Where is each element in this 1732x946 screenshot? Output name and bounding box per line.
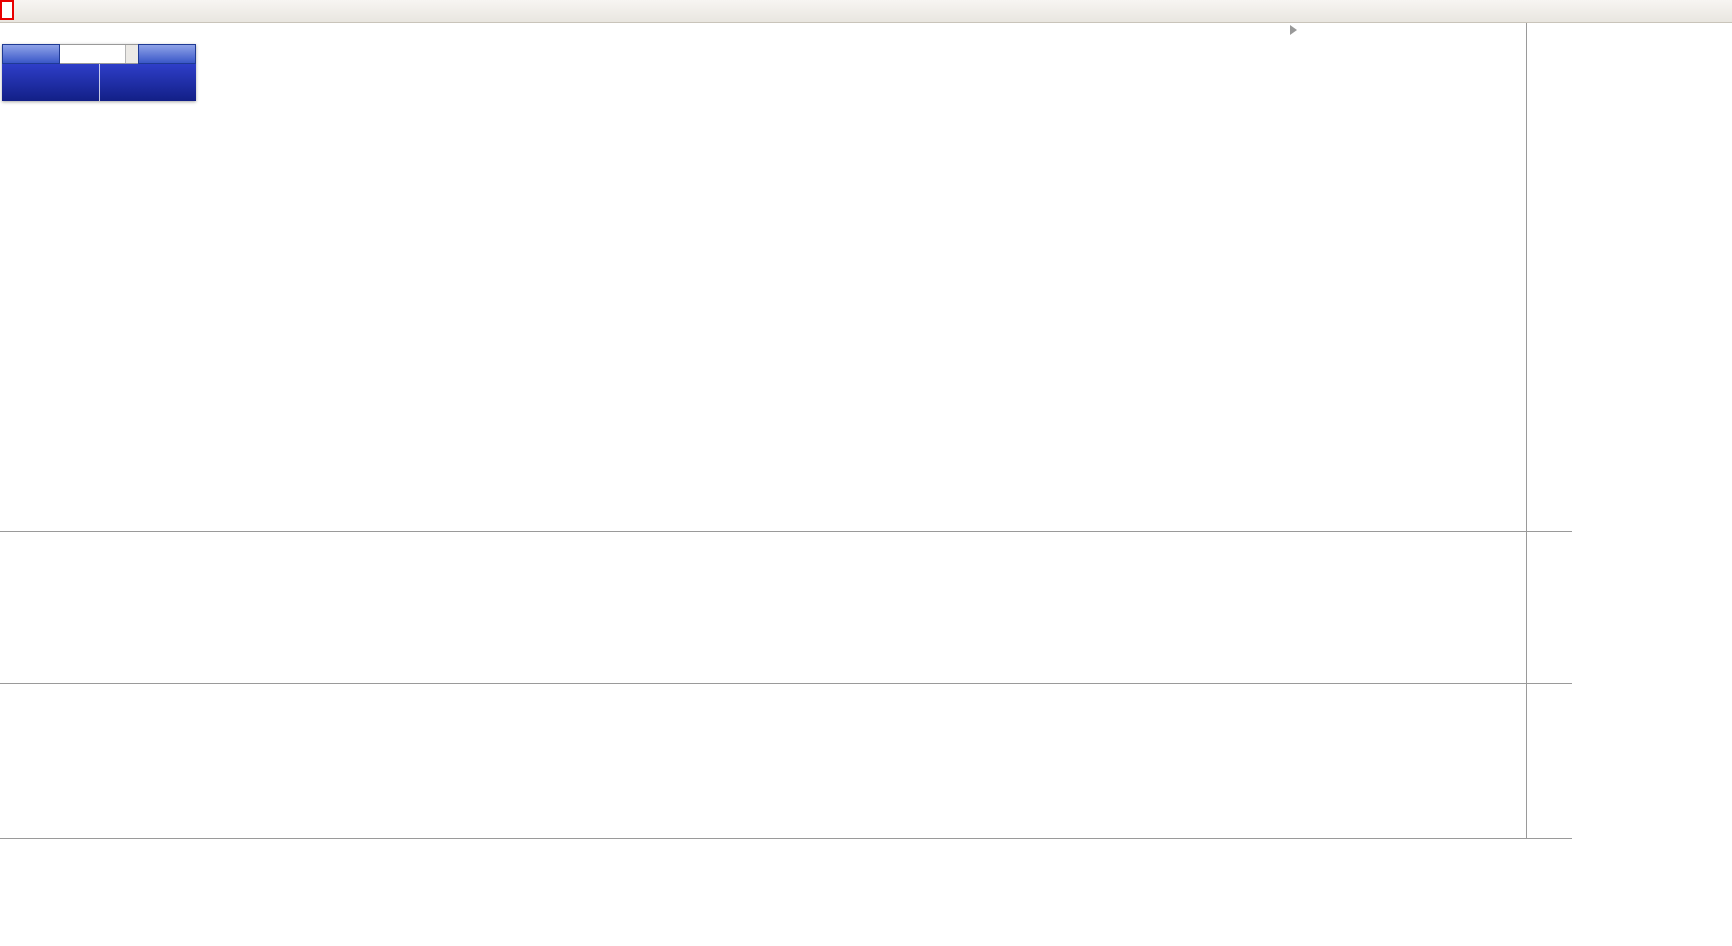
date-axis-separator	[0, 838, 1572, 839]
chart-shift-marker-icon[interactable]	[1290, 25, 1297, 35]
sell-button[interactable]	[2, 44, 60, 64]
panel-splitter[interactable]	[0, 683, 1572, 684]
volume-down-button[interactable]	[126, 54, 138, 63]
macd-panel-canvas[interactable]	[0, 532, 1526, 683]
one-click-prices	[2, 64, 196, 101]
pivot-price-label[interactable]	[0, 0, 14, 20]
volume-value[interactable]	[60, 45, 125, 63]
price-divider	[98, 64, 100, 101]
one-click-trading-panel	[2, 44, 196, 101]
price-chart-canvas[interactable]	[0, 23, 1526, 531]
panel-splitter[interactable]	[0, 531, 1572, 532]
rsi-panel-canvas[interactable]	[0, 684, 1526, 838]
volume-field[interactable]	[60, 44, 138, 64]
buy-button[interactable]	[138, 44, 196, 64]
volume-spinner	[125, 45, 138, 63]
main-toolbar	[0, 0, 1732, 23]
volume-up-button[interactable]	[126, 45, 138, 54]
price-axis-border	[1526, 23, 1527, 838]
buy-price-button[interactable]	[100, 64, 197, 101]
sell-price-button[interactable]	[2, 64, 99, 101]
one-click-controls	[2, 44, 196, 64]
